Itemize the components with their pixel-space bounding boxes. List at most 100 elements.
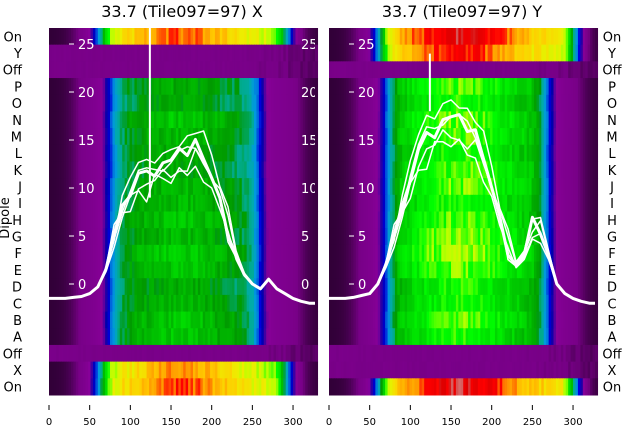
heatmap-cell (368, 361, 372, 379)
heatmap-cell (156, 378, 160, 396)
heatmap-cell (463, 378, 467, 396)
heatmap-cell (312, 278, 316, 296)
heatmap-cell (577, 178, 581, 196)
heatmap-cell (302, 261, 306, 279)
heatmap-cell (458, 211, 462, 229)
heatmap-cell (61, 311, 65, 329)
heatmap-cell (114, 328, 118, 346)
heatmap-cell (519, 94, 523, 112)
heatmap-cell (512, 78, 516, 96)
heatmap-cell (368, 28, 372, 46)
heatmap-cell (358, 261, 362, 279)
heatmap-cell (548, 28, 552, 46)
heatmap-cell (438, 61, 442, 79)
heatmap-cell (363, 144, 367, 162)
heatmap-cell (536, 144, 540, 162)
heatmap-cell (158, 78, 162, 96)
heatmap-cell (587, 378, 591, 396)
heatmap-cell (560, 28, 564, 46)
heatmap-cell (497, 361, 501, 379)
heatmap-cell (58, 228, 62, 246)
heatmap-cell (443, 261, 447, 279)
heatmap-cell (273, 244, 277, 263)
heatmap-cell (70, 294, 74, 313)
heatmap-cell (283, 344, 287, 363)
heatmap-cell (429, 194, 433, 212)
heatmap-cell (553, 44, 557, 62)
heatmap-cell (399, 94, 403, 112)
heatmap-cell (251, 161, 255, 179)
heatmap-cell (370, 28, 374, 46)
heatmap-cell (232, 111, 236, 129)
heatmap-cell (390, 211, 394, 229)
heatmap-cell (355, 378, 359, 396)
heatmap-cell (312, 144, 316, 162)
heatmap-cell (390, 278, 394, 296)
heatmap-cell (514, 61, 518, 79)
heatmap-cell (166, 178, 170, 196)
heatmap-cell (514, 244, 518, 263)
heatmap-cell (114, 344, 118, 363)
heatmap-cell (533, 178, 538, 196)
heatmap-cell (158, 244, 162, 263)
heatmap-cell (436, 228, 440, 246)
heatmap-cell (95, 344, 99, 363)
heatmap-cell (555, 161, 559, 179)
heatmap-cell (575, 378, 579, 396)
heatmap-cell (563, 144, 567, 162)
heatmap-cell (543, 128, 547, 146)
heatmap-cell (246, 128, 250, 146)
heatmap-cell (190, 61, 194, 79)
heatmap-cell (590, 28, 594, 46)
heatmap-cell (92, 244, 96, 263)
heatmap-cell (290, 144, 294, 162)
heatmap-cell (350, 294, 354, 313)
heatmap-cell (502, 278, 506, 296)
heatmap-cell (582, 261, 586, 279)
heatmap-cell (283, 61, 287, 79)
heatmap-cell (407, 278, 411, 296)
heatmap-cell (266, 294, 270, 313)
heatmap-cell (509, 278, 513, 296)
heatmap-cell (263, 178, 267, 196)
heatmap-cell (504, 128, 508, 146)
heatmap-cell (380, 161, 384, 179)
heatmap-cell (107, 111, 111, 129)
heatmap-cell (232, 278, 236, 296)
heatmap-cell (551, 128, 555, 146)
heatmap-cell (521, 261, 525, 279)
heatmap-cell (363, 244, 367, 263)
heatmap-cell (312, 211, 316, 229)
heatmap-cell (283, 128, 287, 146)
heatmap-cell (526, 61, 530, 79)
heatmap-cell (433, 278, 437, 296)
heatmap-cell (529, 261, 533, 279)
heatmap-cell (451, 211, 455, 229)
heatmap-cell (156, 344, 160, 363)
heatmap-cell (514, 94, 518, 112)
heatmap-cell (365, 78, 369, 96)
heatmap-cell (56, 261, 60, 279)
heatmap-cell (49, 378, 53, 396)
heatmap-cell (205, 28, 209, 46)
heatmap-cell (575, 361, 579, 379)
heatmap-cell (485, 44, 489, 62)
heatmap-cell (577, 361, 581, 379)
heatmap-cell (407, 328, 411, 346)
heatmap-cell (297, 328, 301, 346)
heatmap-cell (521, 28, 525, 46)
heatmap-cell (509, 128, 513, 146)
heatmap-cell (78, 44, 82, 62)
heatmap-cell (404, 211, 408, 229)
heatmap-cell (244, 161, 248, 179)
heatmap-cell (385, 44, 389, 62)
heatmap-cell (61, 161, 65, 179)
heatmap-cell (436, 94, 440, 112)
heatmap-cell (131, 261, 136, 279)
heatmap-cell (241, 294, 245, 313)
heatmap-cell (144, 244, 148, 263)
heatmap-cell (275, 78, 279, 96)
heatmap-cell (421, 361, 425, 379)
heatmap-cell (119, 244, 123, 263)
heatmap-cell (446, 28, 450, 46)
